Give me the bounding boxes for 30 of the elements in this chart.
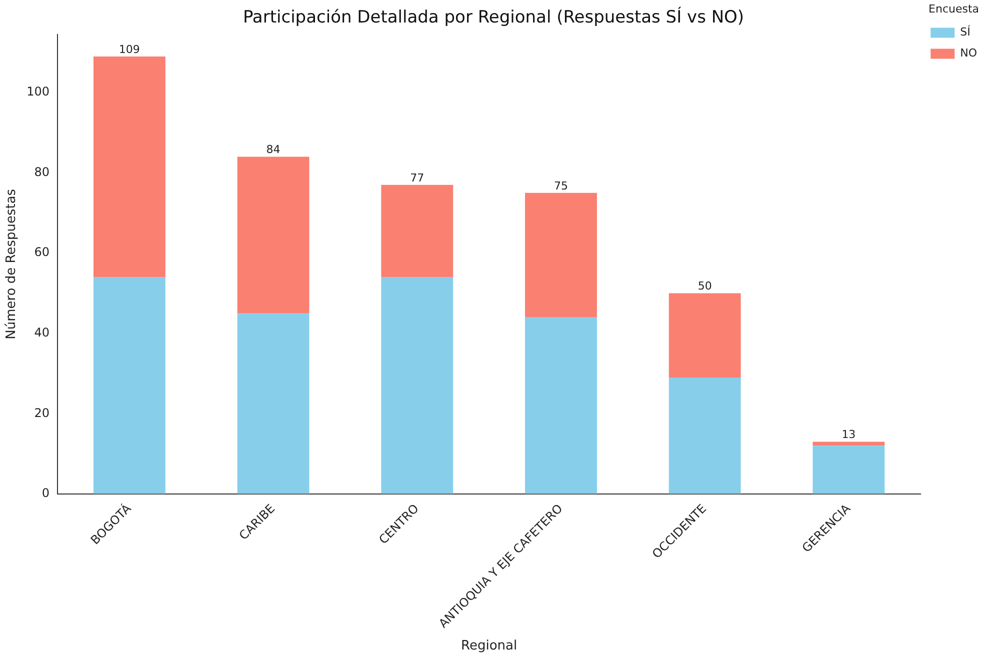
legend-label: SÍ	[960, 24, 970, 39]
legend-label: NO	[960, 46, 978, 60]
bar	[668, 378, 741, 494]
y-tick-label: 20	[34, 406, 50, 420]
total-label: 75	[554, 179, 568, 192]
y-tick-label: 100	[26, 84, 50, 99]
legend-title: Encuesta	[928, 2, 980, 16]
bar	[812, 446, 885, 494]
chart-title: Participación Detallada por Regional (Respuestas SÍ vs NO)	[242, 6, 744, 28]
bar	[381, 184, 454, 278]
y-tick-label: 60	[34, 245, 50, 260]
y-tick-label: 40	[34, 326, 50, 340]
bar	[93, 277, 166, 494]
x-axis-title: Regional	[461, 638, 518, 654]
y-axis-title: Número de Respuestas	[4, 188, 20, 340]
bar	[237, 313, 310, 494]
total-label: 77	[410, 171, 424, 184]
bar	[237, 156, 310, 314]
y-tick-label: 0	[42, 486, 50, 500]
y-tick-label: 80	[34, 164, 50, 179]
bar	[525, 317, 597, 494]
total-label: 84	[266, 143, 280, 156]
total-label: 13	[842, 428, 856, 442]
bar	[93, 56, 166, 278]
bar	[525, 192, 597, 318]
bar	[812, 442, 885, 446]
bar	[381, 277, 454, 494]
total-label: 109	[118, 42, 140, 56]
bar	[668, 293, 741, 378]
total-label: 50	[698, 280, 712, 293]
